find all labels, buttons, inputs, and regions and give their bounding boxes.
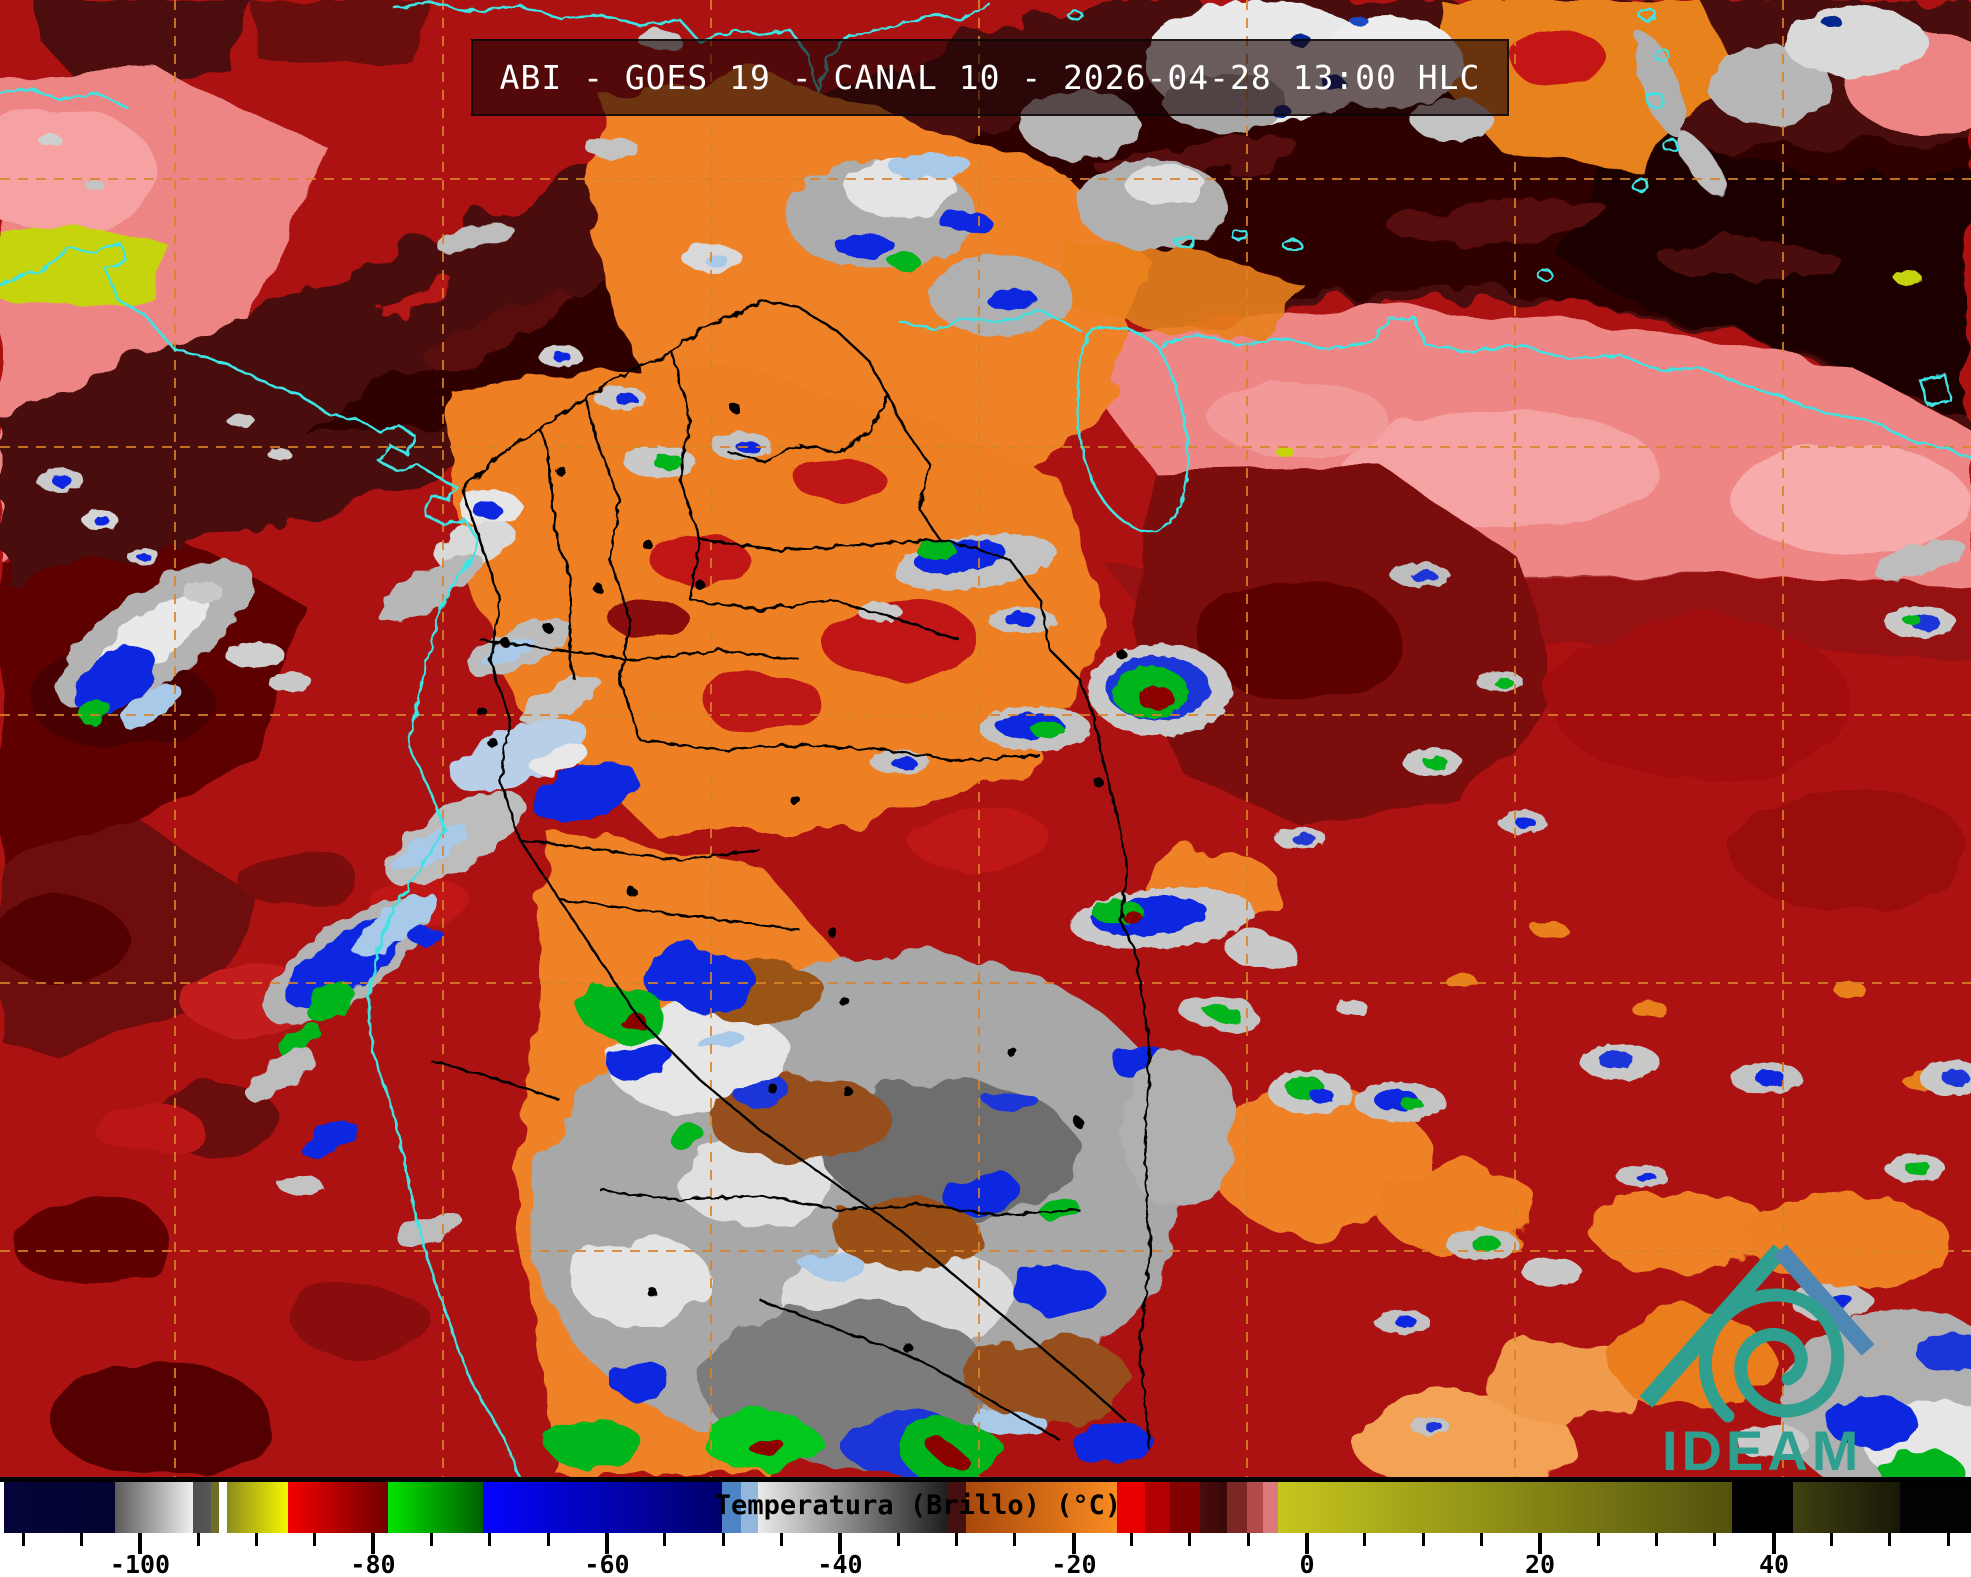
colorbar-segment: [388, 1482, 483, 1533]
colorbar-minor-tick: [197, 1533, 200, 1546]
colorbar-segment: [722, 1482, 741, 1533]
colorbar-minor-tick: [1655, 1533, 1658, 1546]
colorbar-segment: [1278, 1482, 1732, 1533]
colorbar-segment: [1117, 1482, 1145, 1533]
colorbar-segment: [0, 1482, 4, 1533]
colorbar-minor-tick: [1597, 1533, 1600, 1546]
colorbar-minor-tick: [1713, 1533, 1716, 1546]
colorbar-minor-tick: [1422, 1533, 1425, 1546]
colorbar-minor-tick: [547, 1533, 550, 1546]
colorbar-major-tick: [371, 1533, 375, 1554]
colorbar-minor-tick: [722, 1533, 725, 1546]
coastlines: [0, 0, 1971, 1478]
colorbar-segment: [758, 1482, 947, 1533]
colorbar-segment: [947, 1482, 966, 1533]
colorbar-minor-tick: [1947, 1533, 1950, 1546]
colorbar-segment: [211, 1482, 219, 1533]
logo-wordmark: IDEAM: [1662, 1419, 1862, 1478]
colorbar-segment: [288, 1482, 388, 1533]
colorbar-minor-tick: [22, 1533, 25, 1546]
colorbar-segment: [1263, 1482, 1278, 1533]
satellite-map-art: IDEAM: [0, 0, 1971, 1478]
colorbar-segment: [227, 1482, 288, 1533]
colorbar-major-tick: [605, 1533, 609, 1554]
colorbar-tick-label: 40: [1758, 1550, 1790, 1577]
colorbar-title: Temperatura (Brillo) (°C): [714, 1490, 1122, 1521]
colorbar-tick-label: -100: [109, 1550, 171, 1577]
logo-roof-right: [1773, 1244, 1875, 1356]
colorbar-major-tick: [1072, 1533, 1076, 1554]
colorbar-minor-tick: [1188, 1533, 1191, 1546]
colorbar-segment: [1200, 1482, 1227, 1533]
colorbar-minor-tick: [1247, 1533, 1250, 1546]
colorbar-segment: [966, 1482, 1117, 1533]
logo-spiral: [1698, 1288, 1845, 1423]
colorbar-minor-tick: [488, 1533, 491, 1546]
colorbar-minor-tick: [1480, 1533, 1483, 1546]
colorbar-minor-tick: [1888, 1533, 1891, 1546]
colorbar-segment: [1145, 1482, 1170, 1533]
colorbar-segment: [115, 1482, 193, 1533]
political-borders: [429, 298, 1152, 1451]
colorbar-minor-tick: [1830, 1533, 1833, 1546]
colorbar-segment: [1227, 1482, 1247, 1533]
colorbar-major-tick: [1538, 1533, 1542, 1554]
colorbar-minor-tick: [663, 1533, 666, 1546]
colorbar-segment: [1170, 1482, 1200, 1533]
colorbar-major-tick: [1305, 1533, 1309, 1554]
colorbar-minor-tick: [955, 1533, 958, 1546]
colorbar-minor-tick: [80, 1533, 83, 1546]
colorbar-tick-label: 20: [1524, 1550, 1556, 1577]
colorbar-minor-tick: [1130, 1533, 1133, 1546]
colorbar-strip: [0, 1482, 1971, 1533]
title-bar: ABI - GOES 19 - CANAL 10 - 2026-04-28 13…: [471, 39, 1509, 116]
colorbar-minor-tick: [255, 1533, 258, 1546]
colorbar-minor-tick: [430, 1533, 433, 1546]
colorbar-segment: [1793, 1482, 1900, 1533]
title-text: ABI - GOES 19 - CANAL 10 - 2026-04-28 13…: [499, 58, 1481, 97]
colorbar-segment: [219, 1482, 227, 1533]
colorbar-minor-tick: [1363, 1533, 1366, 1546]
colorbar-segment: [483, 1482, 722, 1533]
colorbar-tick-label: -40: [817, 1550, 863, 1577]
colorbar-tick-label: -60: [584, 1550, 630, 1577]
colorbar-segment: [4, 1482, 115, 1533]
colorbar-segment: [1247, 1482, 1263, 1533]
cloud-cells: [36, 0, 1971, 1478]
colorbar-minor-tick: [780, 1533, 783, 1546]
colorbar-segment: [1900, 1482, 1971, 1533]
colorbar-tick-label: -80: [350, 1550, 396, 1577]
colorbar-minor-tick: [1013, 1533, 1016, 1546]
colorbar-segment: [193, 1482, 211, 1533]
colorbar-axis: -100 -80 -60 -40 -20 0 20 40: [0, 1533, 1971, 1577]
ideam-logo: IDEAM: [1639, 1244, 1875, 1478]
colorbar-major-tick: [1772, 1533, 1776, 1554]
colorbar-major-tick: [138, 1533, 142, 1554]
colorbar-segment: [741, 1482, 758, 1533]
colorbar-minor-tick: [313, 1533, 316, 1546]
colorbar-major-tick: [838, 1533, 842, 1554]
colorbar-minor-tick: [897, 1533, 900, 1546]
colorbar-tick-label: -20: [1051, 1550, 1097, 1577]
colorbar-top-rule: [0, 1477, 1971, 1482]
colorbar-segment: [1732, 1482, 1793, 1533]
colorbar-tick-label: 0: [1299, 1550, 1315, 1577]
